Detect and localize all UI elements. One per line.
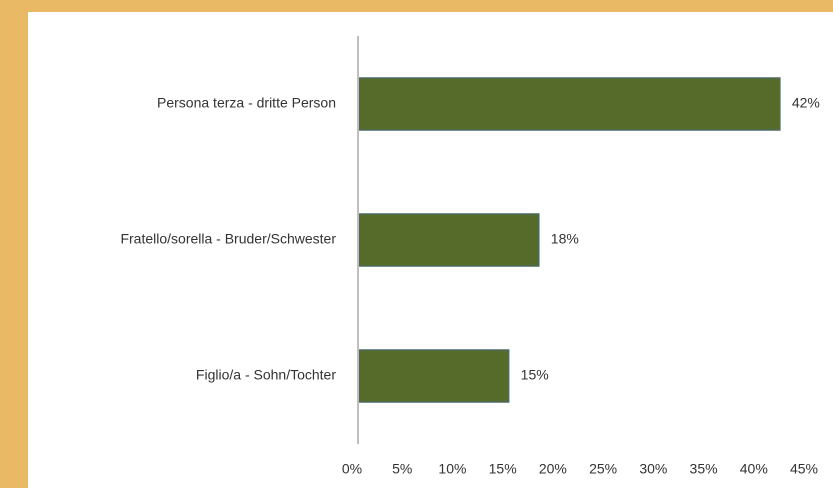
x-tick-label: 45% [790,461,818,477]
x-tick-label: 5% [392,461,412,477]
x-tick-label: 35% [690,461,718,477]
x-tick-label: 20% [539,461,567,477]
y-tick-label: Fratello/sorella - Bruder/Schwester [120,231,336,247]
x-tick-label: 30% [639,461,667,477]
x-tick-label: 15% [489,461,517,477]
bar [357,213,540,267]
y-tick-label: Figlio/a - Sohn/Tochter [196,367,336,383]
bar [357,77,781,131]
y-tick-label: Persona terza - dritte Person [157,95,336,111]
bar [357,349,510,403]
value-label: 15% [521,367,549,383]
value-label: 18% [551,231,579,247]
x-tick-label: 0% [342,461,362,477]
x-tick-label: 10% [438,461,466,477]
x-tick-label: 40% [740,461,768,477]
x-tick-label: 25% [589,461,617,477]
value-label: 42% [792,95,820,111]
